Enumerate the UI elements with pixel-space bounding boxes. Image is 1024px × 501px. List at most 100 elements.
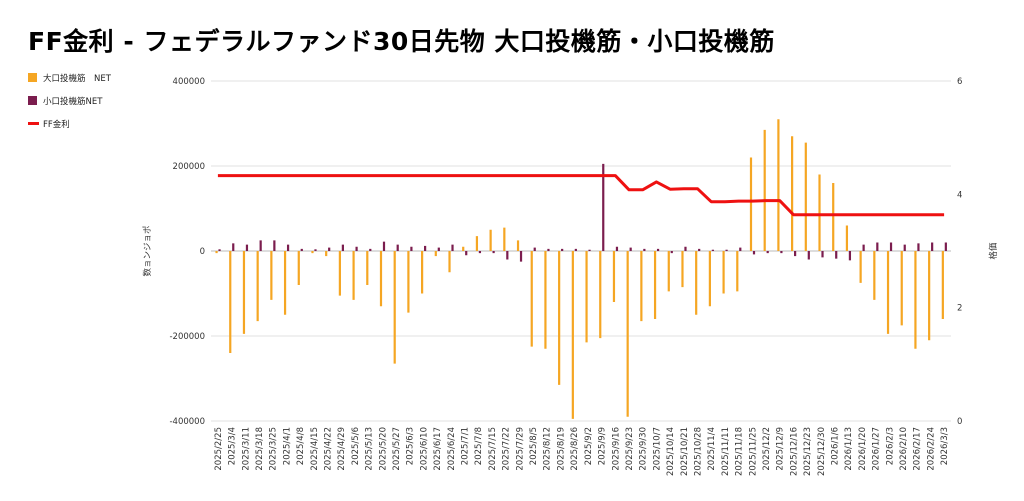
- x-tick-label: 2025/9/2: [584, 427, 594, 465]
- bar-large-net: [379, 251, 383, 307]
- bar-small-net: [821, 251, 824, 258]
- x-tick-label: 2025/10/28: [693, 427, 703, 476]
- bar-large-net: [475, 236, 479, 251]
- bar-small-net: [245, 244, 249, 251]
- bar-small-net: [602, 163, 605, 251]
- bar-large-net: [256, 251, 259, 322]
- bar-small-net: [314, 249, 317, 251]
- bar-small-net: [232, 243, 235, 251]
- x-tick-label: 2025/8/19: [556, 427, 566, 471]
- x-tick-label: 2025/12/23: [803, 427, 813, 476]
- legend-item-small[interactable]: 小口投機筋NET: [28, 95, 111, 107]
- bar-large-net: [585, 251, 588, 343]
- bar-large-net: [804, 142, 807, 251]
- legend-item-ff[interactable]: FF金利: [28, 118, 111, 130]
- x-tick-label: 2025/8/26: [570, 427, 580, 471]
- x-tick-label: 2025/12/16: [789, 427, 799, 476]
- bar-small-net: [561, 248, 564, 251]
- bar-small-net: [684, 246, 687, 251]
- chart-title: FF金利 - フェデラルファンド30日先物 大口投機筋・小口投機筋: [28, 27, 775, 56]
- x-tick-label: 2025/7/29: [515, 427, 525, 471]
- bar-small-net: [574, 248, 577, 251]
- x-tick-label: 2025/10/7: [652, 427, 662, 471]
- bar-small-net: [889, 242, 893, 251]
- bar-large-net: [900, 251, 903, 326]
- x-tick-label: 2025/4/29: [337, 427, 347, 471]
- bar-large-net: [859, 251, 862, 283]
- bar-small-net: [218, 249, 221, 251]
- bar-large-net: [749, 157, 753, 251]
- line-layer: [217, 174, 945, 217]
- bar-small-net: [478, 251, 482, 254]
- left-tick-label: 200000: [173, 162, 205, 172]
- bar-small-net: [794, 251, 797, 257]
- bar-large-net: [708, 251, 711, 307]
- bar-large-net: [736, 251, 739, 292]
- x-tick-label: 2025/11/18: [735, 427, 745, 476]
- bar-large-net: [914, 251, 917, 349]
- bar-small-net: [698, 248, 701, 251]
- x-tick-label: 2025/8/5: [529, 427, 539, 465]
- bar-small-net: [369, 248, 372, 251]
- x-tick-label: 2026/1/20: [858, 427, 868, 471]
- legend-swatch-large: [28, 73, 37, 82]
- bar-small-net: [286, 244, 290, 251]
- bar-large-net: [366, 251, 369, 285]
- bar-small-net: [725, 249, 728, 251]
- x-tick-label: 2025/4/15: [310, 427, 320, 471]
- bar-small-net: [780, 251, 783, 254]
- bar-small-net: [451, 244, 454, 251]
- bar-small-net: [739, 247, 742, 251]
- right-axis-title: 格価: [988, 242, 999, 260]
- bar-small-net: [273, 240, 276, 251]
- bar-small-net: [437, 247, 440, 251]
- bar-small-net: [465, 251, 468, 256]
- x-tick-label: 2025/9/23: [625, 427, 635, 471]
- x-tick-label: 2025/4/1: [282, 427, 292, 465]
- bar-large-net: [818, 174, 821, 251]
- bar-large-net: [407, 251, 410, 313]
- x-tick-label: 2025/11/4: [707, 427, 717, 471]
- x-tick-label: 2025/6/10: [419, 427, 429, 471]
- bar-large-net: [544, 251, 547, 349]
- bar-small-net: [588, 249, 591, 251]
- bar-large-net: [722, 251, 725, 294]
- bar-small-net: [766, 251, 769, 254]
- x-tick-label: 2025/3/4: [228, 427, 238, 465]
- bar-large-net: [325, 251, 328, 257]
- x-tick-label: 2025/10/14: [666, 427, 676, 476]
- bar-large-net: [845, 225, 849, 251]
- bar-large-net: [215, 251, 218, 254]
- bar-layer: [215, 119, 947, 419]
- x-tick-label: 2025/4/8: [296, 427, 306, 465]
- bar-small-net: [629, 247, 632, 251]
- bar-small-net: [410, 246, 413, 251]
- x-tick-label: 2026/3/3: [940, 427, 950, 465]
- x-tick-label: 2025/5/20: [378, 427, 388, 471]
- bar-small-net: [903, 244, 906, 251]
- bar-large-net: [516, 240, 520, 251]
- bar-small-net: [492, 251, 495, 254]
- bar-small-net: [519, 251, 523, 262]
- legend-item-large[interactable]: 大口投機筋 NET: [28, 72, 111, 84]
- legend-swatch-small: [28, 96, 37, 105]
- left-tick-label: 400000: [173, 77, 205, 87]
- x-tick-label: 2026/1/13: [844, 427, 854, 471]
- x-tick-label: 2025/9/16: [611, 427, 621, 471]
- bar-small-net: [643, 248, 646, 251]
- x-tick-label: 2025/6/24: [447, 427, 457, 471]
- bar-large-net: [489, 229, 492, 251]
- legend-label-large: 大口投機筋 NET: [43, 73, 111, 84]
- x-tick-label: 2026/2/24: [926, 427, 936, 471]
- bar-small-net: [396, 244, 399, 251]
- bar-small-net: [752, 251, 756, 255]
- x-tick-label: 2025/6/3: [406, 427, 416, 465]
- bar-small-net: [807, 251, 810, 260]
- bar-large-net: [667, 251, 670, 292]
- x-tick-label: 2025/11/11: [721, 427, 731, 476]
- x-tick-label: 2025/2/25: [214, 427, 224, 471]
- x-tick-label: 2025/10/21: [680, 427, 690, 476]
- legend: 大口投機筋 NET 小口投機筋NET FF金利: [28, 72, 111, 141]
- bar-large-net: [503, 227, 506, 251]
